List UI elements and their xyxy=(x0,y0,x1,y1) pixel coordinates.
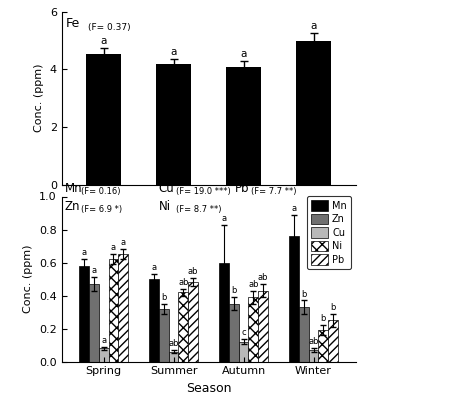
Bar xyxy=(99,348,109,362)
Text: a: a xyxy=(101,336,106,345)
Bar xyxy=(248,297,258,362)
Text: b: b xyxy=(231,286,237,295)
Text: Cu: Cu xyxy=(159,182,174,195)
Text: (F= 8.7 **): (F= 8.7 **) xyxy=(176,205,222,214)
Text: Zn: Zn xyxy=(64,200,80,213)
Bar xyxy=(299,307,309,362)
Text: Fe: Fe xyxy=(66,17,80,30)
Bar xyxy=(319,330,328,362)
Text: Pb: Pb xyxy=(235,182,249,195)
Bar xyxy=(149,279,159,362)
Text: a: a xyxy=(240,49,247,59)
Text: (F= 19.0 ***): (F= 19.0 ***) xyxy=(176,187,231,196)
Bar xyxy=(226,66,261,185)
Bar xyxy=(159,309,169,362)
Bar xyxy=(79,266,89,362)
Legend: Mn, Zn, Cu, Ni, Pb: Mn, Zn, Cu, Ni, Pb xyxy=(307,196,351,269)
Bar xyxy=(179,292,188,362)
Text: a: a xyxy=(100,37,107,46)
Text: b: b xyxy=(320,314,326,323)
Text: a: a xyxy=(310,21,317,31)
Text: (F= 0.37): (F= 0.37) xyxy=(88,23,131,32)
Text: a: a xyxy=(221,213,227,222)
Text: a: a xyxy=(151,263,156,272)
Bar xyxy=(289,236,299,362)
Y-axis label: Conc. (ppm): Conc. (ppm) xyxy=(23,245,34,313)
Text: b: b xyxy=(330,303,336,312)
Text: a: a xyxy=(82,248,87,257)
Text: ab: ab xyxy=(308,337,319,346)
Text: ab: ab xyxy=(188,267,199,276)
Bar xyxy=(219,263,229,362)
Bar xyxy=(156,64,191,185)
Text: a: a xyxy=(170,47,177,57)
Bar xyxy=(118,254,128,362)
Bar xyxy=(188,282,198,362)
X-axis label: Season: Season xyxy=(186,382,231,393)
Bar xyxy=(109,259,118,362)
Text: c: c xyxy=(241,328,246,337)
Text: ab: ab xyxy=(258,273,268,282)
Bar xyxy=(258,290,268,362)
Bar xyxy=(86,53,121,185)
Text: ab: ab xyxy=(168,339,179,348)
Bar xyxy=(309,350,319,362)
Text: a: a xyxy=(91,266,96,275)
Y-axis label: Conc. (ppm): Conc. (ppm) xyxy=(34,64,44,132)
Text: (F= 6.9 *): (F= 6.9 *) xyxy=(81,205,122,214)
Text: ab: ab xyxy=(248,279,259,288)
Text: a: a xyxy=(120,238,126,247)
Text: a: a xyxy=(111,243,116,252)
Bar xyxy=(169,352,179,362)
Bar xyxy=(296,40,331,185)
Text: Mn: Mn xyxy=(64,182,82,195)
Text: (F= 7.7 **): (F= 7.7 **) xyxy=(251,187,297,196)
Text: Ni: Ni xyxy=(159,200,171,213)
Bar xyxy=(89,284,99,362)
Text: b: b xyxy=(161,293,166,302)
Text: (F= 0.16): (F= 0.16) xyxy=(81,187,120,196)
Bar xyxy=(238,342,248,362)
Text: ab: ab xyxy=(178,278,189,287)
Text: a: a xyxy=(292,204,297,213)
Text: b: b xyxy=(301,290,306,299)
Bar xyxy=(229,304,238,362)
Bar xyxy=(328,320,338,362)
